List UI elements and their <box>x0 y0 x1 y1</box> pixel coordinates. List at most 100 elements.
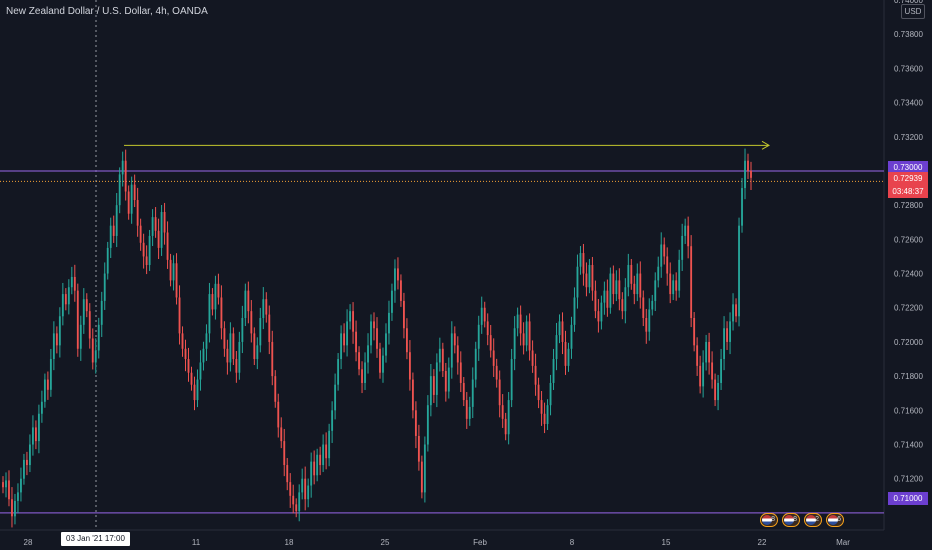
candle-body <box>157 230 160 248</box>
candle-body <box>591 265 594 291</box>
currency-badge[interactable]: USD <box>901 4 925 19</box>
candle-body <box>49 359 52 390</box>
x-tick-label: 18 <box>284 538 294 547</box>
candle-body <box>34 427 37 442</box>
candle-body <box>334 384 337 411</box>
arrow-head-icon <box>761 140 771 150</box>
candle-body <box>504 418 507 435</box>
candle-body <box>280 427 283 442</box>
candle-body <box>480 307 483 325</box>
candle-body <box>489 335 492 351</box>
candle-body <box>543 413 546 424</box>
candle-body <box>100 300 103 325</box>
event-marker[interactable]: 2 <box>804 513 822 527</box>
candle-body <box>552 359 555 383</box>
candle-body <box>292 495 295 505</box>
candle-body <box>570 324 573 349</box>
us-flag-icon <box>784 515 794 525</box>
candle-body <box>172 263 175 281</box>
candle-body <box>567 348 570 366</box>
event-marker[interactable]: 8 <box>760 513 778 527</box>
candle-body <box>325 444 328 459</box>
y-tick-label: 0.73400 <box>894 99 923 108</box>
candle-body <box>717 382 720 401</box>
y-tick-label: 0.72200 <box>894 304 923 313</box>
candle-body <box>17 492 19 501</box>
candle-body <box>364 362 366 383</box>
event-marker[interactable]: 6 <box>826 513 844 527</box>
candle-body <box>367 345 369 363</box>
candle-body <box>61 294 64 317</box>
candle-body <box>465 400 468 419</box>
candle-body <box>226 348 229 363</box>
candle-body <box>20 478 22 493</box>
candle-body <box>223 328 226 349</box>
candle-body <box>376 328 378 349</box>
candle-body <box>181 333 184 349</box>
candle-body <box>477 324 480 349</box>
candle-body <box>555 335 558 360</box>
candle-body <box>408 352 411 380</box>
candle-body <box>579 253 582 267</box>
candle-body <box>525 321 528 346</box>
y-tick-label: 0.73600 <box>894 64 923 73</box>
x-tick-label: 22 <box>757 538 767 547</box>
candle-body <box>720 359 723 383</box>
candle-body <box>46 379 49 390</box>
candle-body <box>310 461 313 486</box>
candle-body <box>669 273 672 295</box>
x-tick-label: 15 <box>661 538 671 547</box>
candle-body <box>58 316 61 346</box>
candle-body <box>462 382 465 401</box>
y-tick-label: 0.72000 <box>894 338 923 347</box>
y-tick-label: 0.72800 <box>894 201 923 210</box>
candle-body <box>82 299 85 325</box>
candle-body <box>5 480 7 488</box>
candle-body <box>405 328 408 353</box>
chart-title: New Zealand Dollar / U.S. Dollar, 4h, OA… <box>6 6 208 17</box>
candle-body <box>738 225 740 317</box>
candle-body <box>420 461 423 493</box>
candle-body <box>130 184 133 214</box>
candle-body <box>358 352 360 370</box>
candle-body <box>184 348 187 360</box>
candle-body <box>178 297 181 334</box>
candle-body <box>615 280 618 295</box>
candle-body <box>127 191 130 214</box>
candle-body <box>645 318 648 332</box>
candle-body <box>639 273 642 298</box>
candle-body <box>31 427 34 445</box>
candle-body <box>417 435 420 462</box>
candle-body <box>76 290 79 349</box>
candle-body <box>633 283 636 295</box>
candle-body <box>379 348 381 373</box>
candle-body <box>151 217 154 236</box>
event-marker[interactable]: 8 <box>782 513 800 527</box>
candle-body <box>723 328 725 360</box>
candle-body <box>52 333 55 360</box>
x-tick-label: 28 <box>23 538 33 547</box>
candle-body <box>459 362 462 383</box>
candle-body <box>205 333 208 349</box>
candle-body <box>11 499 13 517</box>
candle-body <box>250 311 253 334</box>
candle-body <box>103 273 106 301</box>
y-tick-label: 0.74000 <box>894 0 923 5</box>
candle-body <box>663 244 666 257</box>
candle-body <box>711 362 714 380</box>
candle-body <box>681 235 684 260</box>
y-tick-label: 0.71600 <box>894 406 923 415</box>
crosshair-time-label: 03 Jan '21 17:00 <box>61 532 130 546</box>
candle-body <box>277 401 280 428</box>
candle-body <box>211 294 214 310</box>
y-tick-label: 0.71400 <box>894 441 923 450</box>
candle-body <box>361 369 363 383</box>
candle-body <box>373 321 375 329</box>
candle-body <box>507 400 510 435</box>
candle-body <box>435 362 438 395</box>
candle-body <box>411 379 414 411</box>
candle-body <box>268 314 271 342</box>
candle-body <box>642 297 645 318</box>
